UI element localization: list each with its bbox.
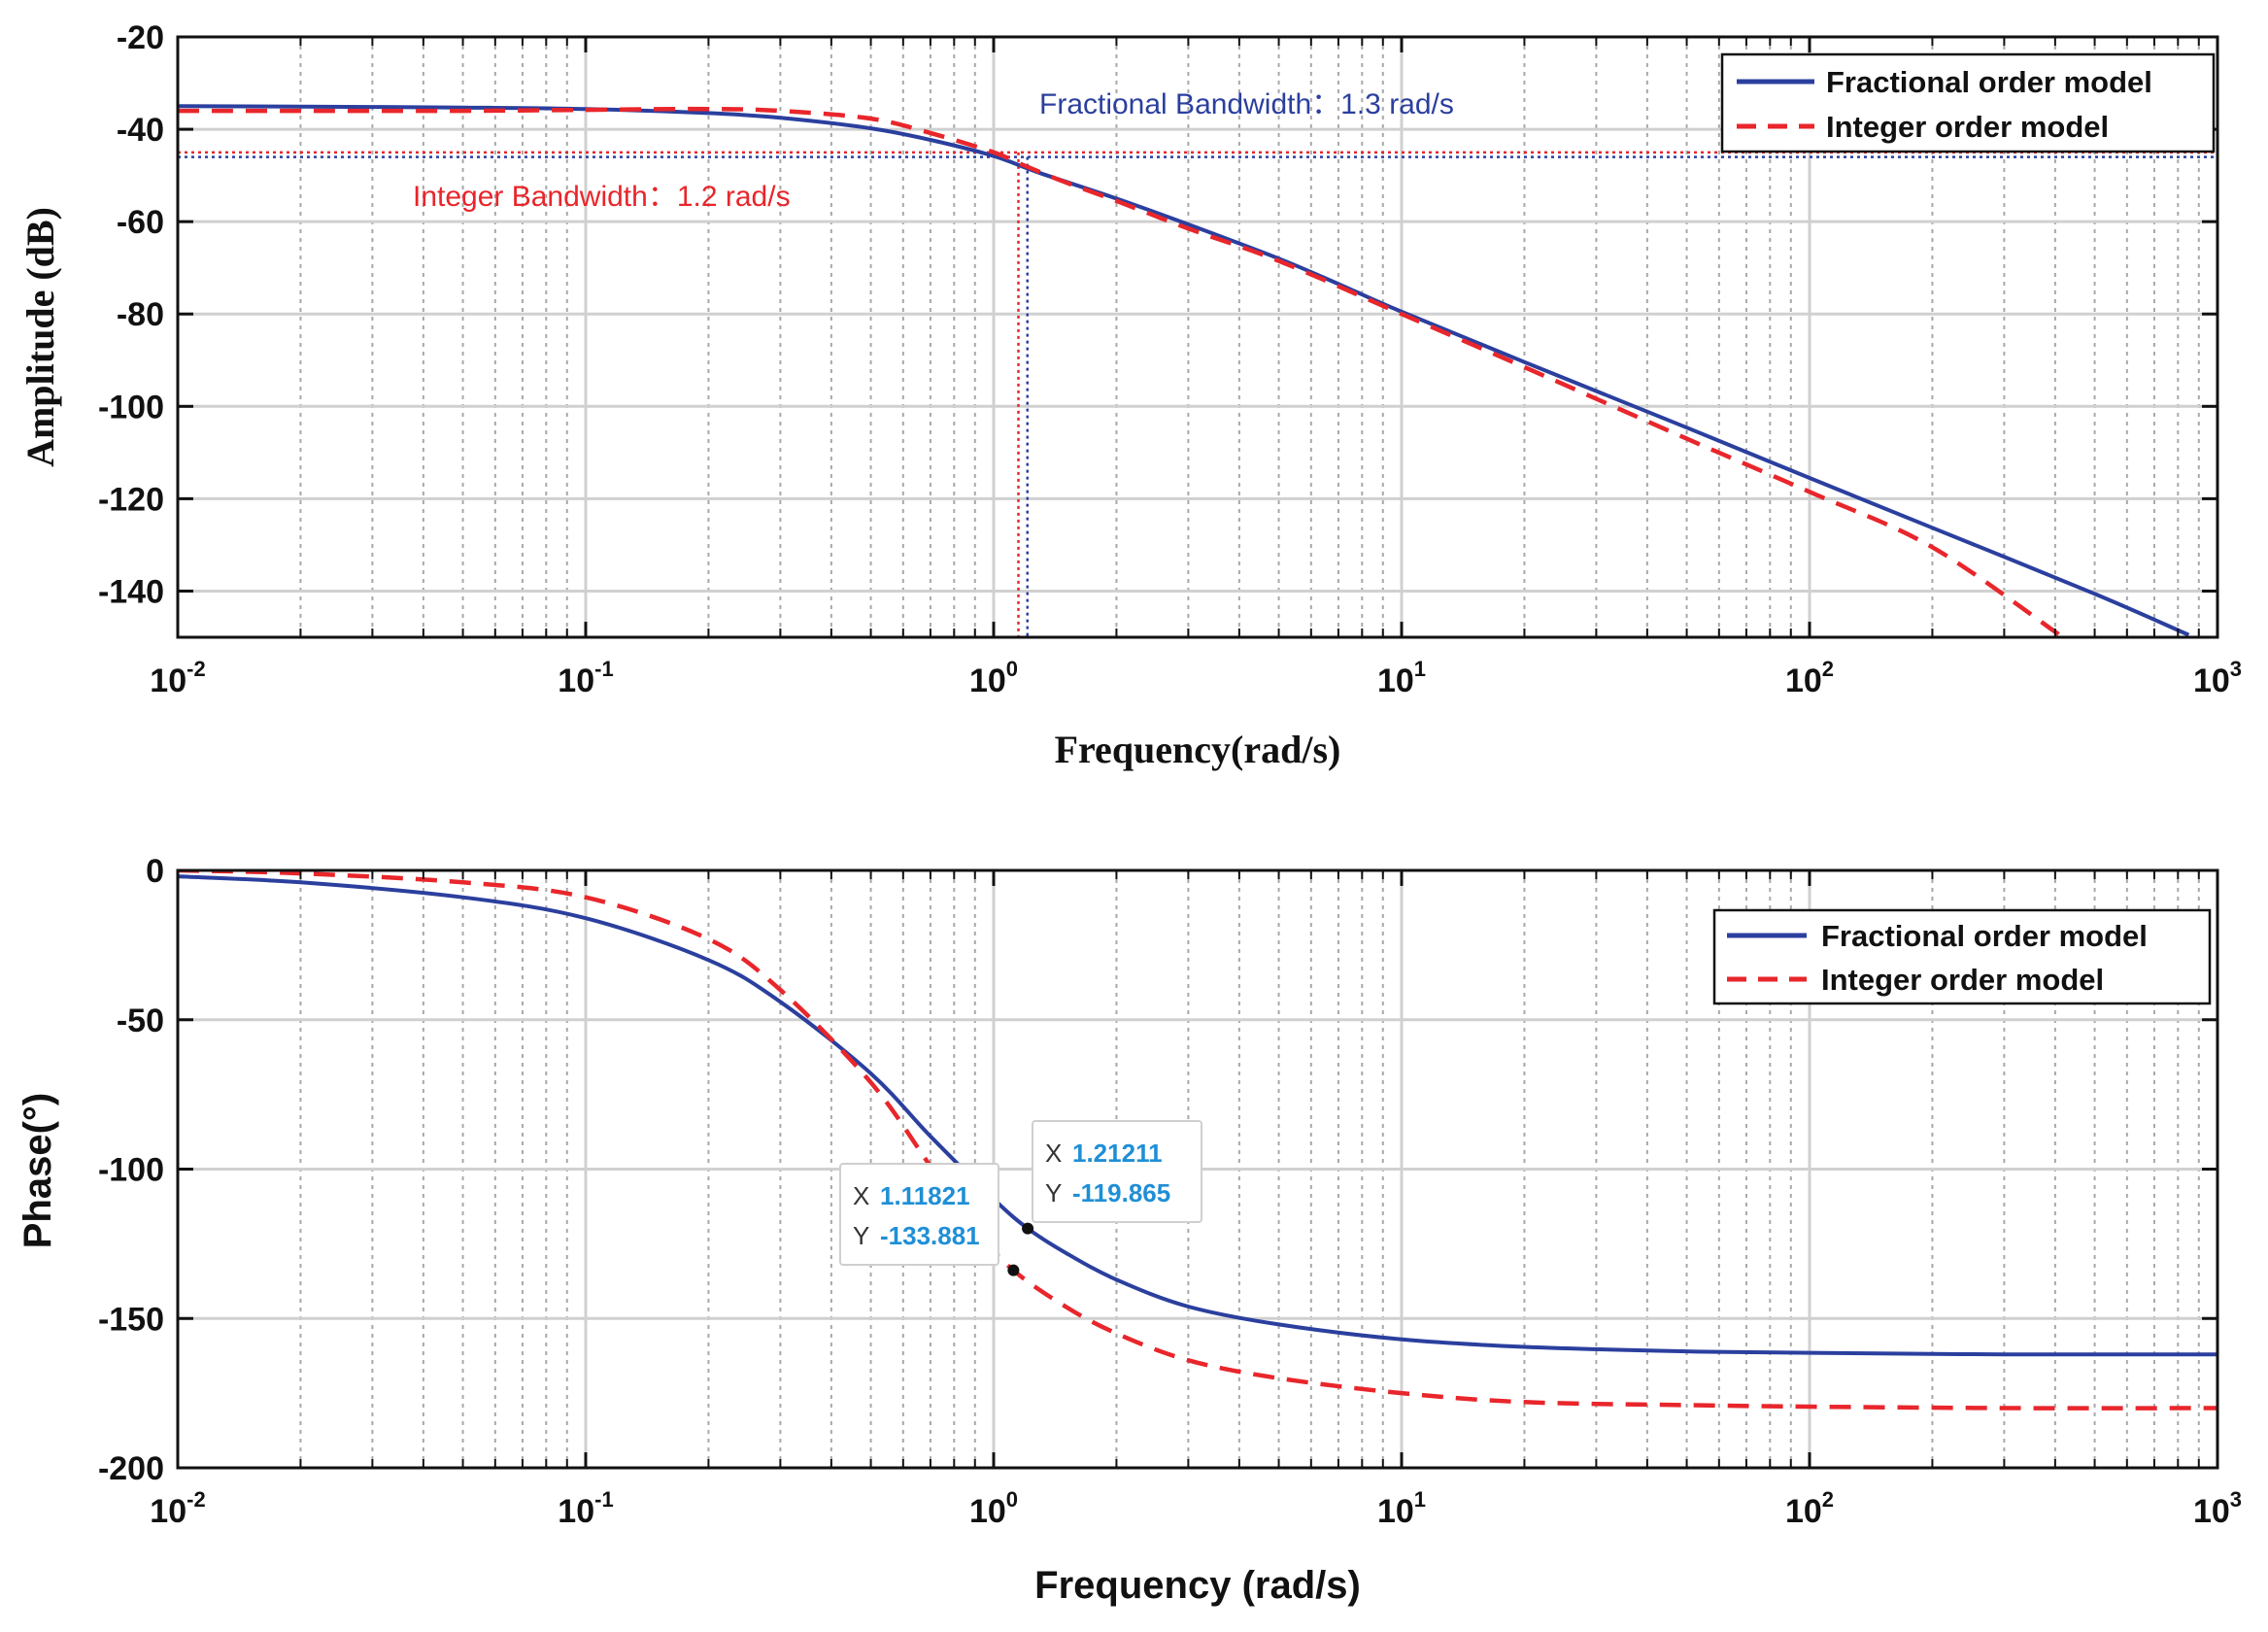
fractional-amplitude-curve (178, 104, 2190, 637)
fractional-phase-curve (178, 874, 2217, 1357)
y-tick-label: -60 (117, 204, 164, 241)
amplitude-legend: Fractional order model Integer order mod… (1720, 52, 2216, 153)
phase-legend: Fractional order model Integer order mod… (1712, 908, 2212, 1005)
datatip-y-key: Y (853, 1221, 869, 1250)
x-tick-label: 10-2 (150, 657, 205, 699)
integer-amplitude-curve (178, 106, 2061, 637)
legend-label-integer: Integer order model (1826, 110, 2109, 144)
fractional-bandwidth-annotation: Fractional Bandwidth：1.3 rad/s (1039, 88, 1454, 120)
y-tick-label: -140 (98, 573, 164, 610)
datatip-y-value: -133.881 (880, 1221, 980, 1250)
datatip-x-value: 1.21211 (1072, 1139, 1163, 1168)
x-tick-label: 103 (2193, 657, 2242, 699)
x-tick-label: 103 (2193, 1487, 2242, 1530)
phase-plot: 0 -50 -100 -150 -200 10-2 10-1 100 101 102 103 Fr… (17, 853, 2242, 1607)
amplitude-plot-frame (176, 35, 2219, 639)
phase-legend-box (1712, 908, 2212, 1005)
datatip-marker[interactable] (1022, 1222, 1034, 1235)
datatip-y-value: -119.865 (1072, 1178, 1170, 1207)
x-tick-label: 100 (969, 657, 1018, 699)
datatip-box (1032, 1120, 1202, 1223)
x-tick-label: 10-1 (558, 1487, 613, 1530)
datatip-marker[interactable] (1007, 1264, 1020, 1276)
y-tick-label: -50 (117, 1003, 164, 1039)
x-tick-label: 102 (1785, 657, 1834, 699)
amplitude-plot: -20 -40 -60 -80 -100 -120 -140 10-2 10-1 100 101 1… (18, 19, 2242, 771)
legend-label-integer: Integer order model (1821, 963, 2104, 997)
legend-label-fractional: Fractional order model (1826, 65, 2152, 99)
x-tick-label: 101 (1377, 657, 1426, 699)
x-tick-label: 102 (1785, 1487, 1834, 1530)
y-tick-label: -200 (98, 1450, 164, 1487)
datatip-box (839, 1163, 999, 1266)
legend-label-fractional: Fractional order model (1821, 919, 2148, 953)
datatip-integer[interactable]: X 1.11821 Y -133.881 (839, 1163, 999, 1266)
integer-phase-curve (178, 870, 2217, 1411)
datatip-x-key: X (1045, 1139, 1062, 1168)
datatip-fractional[interactable]: X 1.21211 Y -119.865 (1032, 1120, 1202, 1223)
phase-y-axis-label: Phase(°) (17, 1093, 59, 1249)
y-tick-label: -120 (98, 481, 164, 518)
amplitude-x-axis-label: Frequency(rad/s) (1055, 728, 1341, 771)
integer-bandwidth-annotation: Integer Bandwidth：1.2 rad/s (413, 181, 791, 213)
amplitude-y-axis-label: Amplitude (dB) (18, 207, 62, 467)
x-tick-label: 100 (969, 1487, 1018, 1530)
amplitude-legend-box (1720, 52, 2216, 153)
datatip-y-key: Y (1045, 1178, 1062, 1207)
phase-x-axis-label: Frequency (rad/s) (1034, 1564, 1361, 1607)
x-tick-label: 10-1 (558, 657, 613, 699)
x-tick-label: 10-2 (150, 1487, 205, 1530)
y-tick-label: -150 (98, 1301, 164, 1338)
y-tick-label: -20 (117, 19, 164, 56)
x-tick-label: 101 (1377, 1487, 1426, 1530)
datatip-x-value: 1.11821 (880, 1181, 970, 1210)
y-tick-label: -80 (117, 296, 164, 333)
y-tick-label: -100 (98, 1152, 164, 1189)
y-tick-label: -100 (98, 389, 164, 425)
y-tick-label: 0 (146, 853, 164, 890)
y-tick-label: -40 (117, 112, 164, 149)
datatip-x-key: X (853, 1181, 869, 1210)
